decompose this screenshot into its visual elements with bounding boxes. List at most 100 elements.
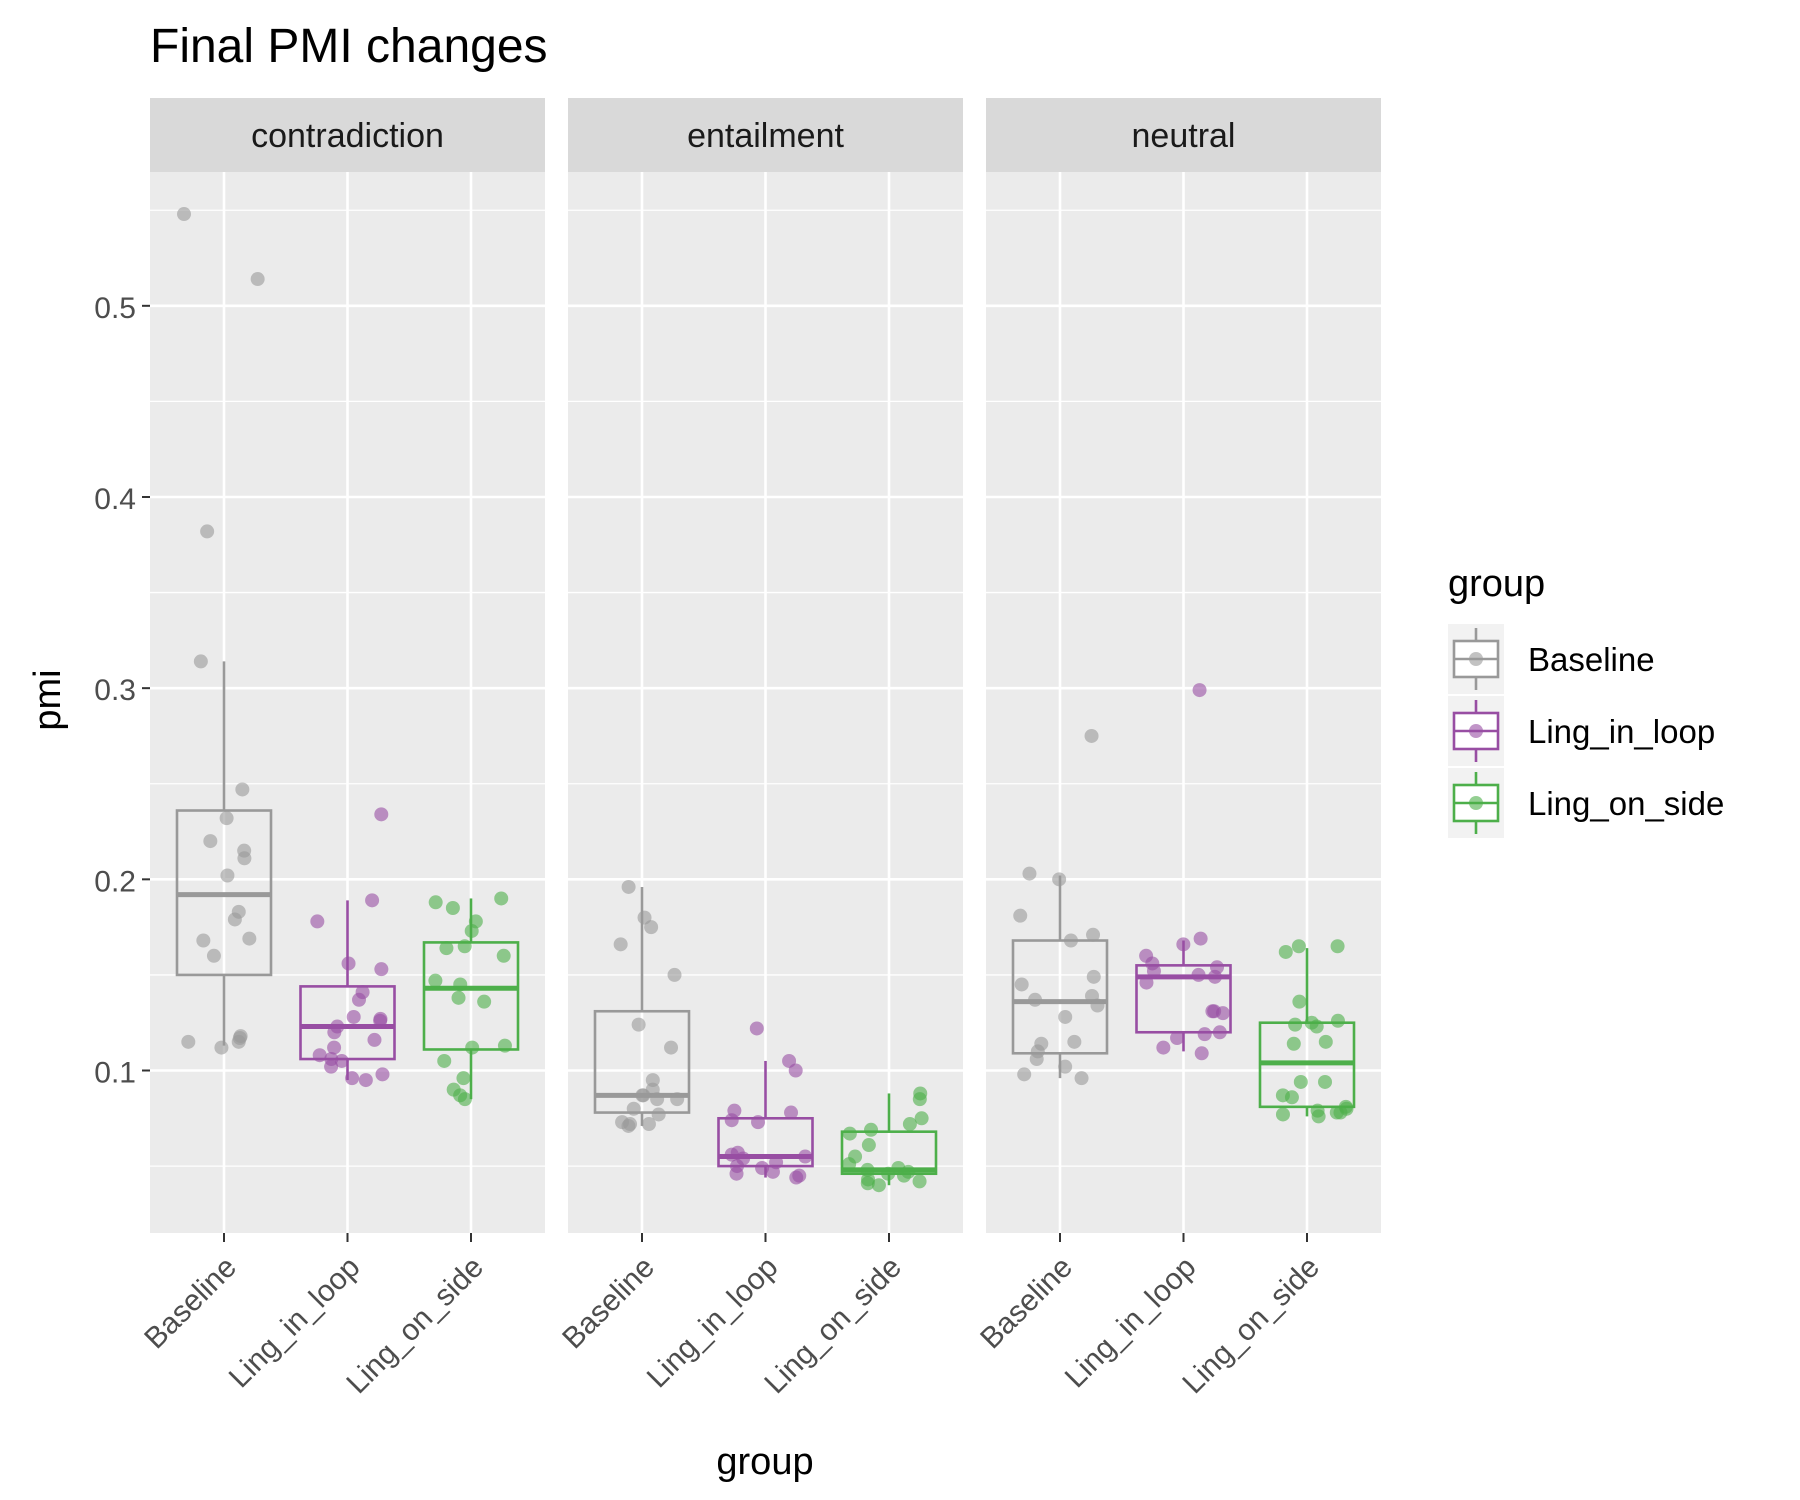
data-point	[177, 207, 192, 222]
data-point	[374, 807, 389, 822]
data-point	[375, 1067, 390, 1082]
data-point	[206, 948, 221, 963]
legend-entry-Ling_in_loop: Ling_in_loop	[1448, 696, 1715, 766]
data-point	[755, 1161, 770, 1176]
data-point	[327, 1040, 342, 1055]
data-point	[1330, 1013, 1345, 1028]
data-point	[464, 923, 479, 938]
boxplot-Baseline	[1011, 728, 1109, 1086]
boxplot-Ling_on_side	[840, 1086, 938, 1193]
data-point	[765, 1164, 780, 1179]
data-point	[1278, 944, 1293, 959]
box-iqr	[593, 1009, 691, 1114]
data-point	[250, 272, 265, 287]
x-tick-label: Baseline	[138, 1251, 243, 1356]
y-tick-label: 0.3	[94, 674, 136, 707]
data-point	[881, 1166, 896, 1181]
data-point	[1156, 1040, 1171, 1055]
data-point	[1176, 937, 1191, 952]
data-point	[1090, 998, 1105, 1013]
data-point	[1293, 1074, 1308, 1089]
legend: group Baseline Ling_in_loop Ling_on_side	[1448, 563, 1724, 838]
data-point	[1205, 1004, 1220, 1019]
data-point	[912, 1092, 927, 1107]
chart-title: Final PMI changes	[150, 20, 548, 73]
data-point	[724, 1147, 739, 1162]
legend-title: group	[1448, 563, 1545, 605]
data-point	[231, 1034, 246, 1049]
data-point	[1330, 939, 1345, 954]
y-axis-label: pmi	[27, 669, 69, 730]
data-point	[1014, 977, 1029, 992]
data-point	[1058, 1059, 1073, 1074]
data-point	[373, 1013, 388, 1028]
data-point	[345, 1071, 360, 1086]
data-point	[1284, 1090, 1299, 1105]
y-tick-label: 0.2	[94, 865, 136, 898]
legend-entry-label: Ling_in_loop	[1528, 713, 1715, 750]
data-point	[667, 967, 682, 982]
data-point	[729, 1166, 744, 1181]
data-point	[1013, 908, 1028, 923]
data-point	[842, 1157, 857, 1172]
data-point	[456, 1071, 471, 1086]
data-point	[203, 834, 218, 849]
data-point	[227, 912, 242, 927]
data-point	[1028, 992, 1043, 1007]
data-point	[1318, 1034, 1333, 1049]
data-point	[341, 956, 356, 971]
boxplot-Ling_in_loop	[299, 807, 396, 1088]
data-point	[1074, 1071, 1089, 1086]
data-point	[631, 1017, 646, 1032]
data-point	[193, 654, 208, 669]
data-point	[641, 1117, 656, 1132]
data-point	[310, 914, 325, 929]
legend-key-point	[1469, 724, 1483, 738]
data-point	[374, 962, 389, 977]
data-point	[439, 941, 454, 956]
data-point	[497, 1038, 512, 1053]
data-point	[237, 851, 252, 866]
data-point	[1029, 1052, 1044, 1067]
facet-strip-label: contradiction	[251, 117, 444, 155]
data-point	[650, 1092, 665, 1107]
data-point	[352, 992, 367, 1007]
boxplot-Ling_on_side	[422, 891, 520, 1107]
data-point	[235, 782, 250, 797]
data-point	[751, 1115, 766, 1130]
data-point	[635, 1088, 650, 1103]
data-point	[428, 973, 443, 988]
box-iqr	[1011, 939, 1109, 1055]
boxplot-Ling_in_loop	[1135, 683, 1232, 1061]
boxplot-Ling_in_loop	[717, 1021, 814, 1185]
data-point	[327, 1025, 342, 1040]
data-point	[1197, 1027, 1212, 1042]
data-point	[1207, 969, 1222, 984]
data-point	[1146, 964, 1161, 979]
data-point	[220, 868, 235, 883]
data-point	[1292, 994, 1307, 1009]
facet-strip	[150, 98, 545, 172]
data-point	[914, 1111, 929, 1126]
facet-panel-contradiction: contradictionBaselineLing_in_loopLing_on…	[138, 98, 545, 1400]
data-point	[1215, 1006, 1230, 1021]
data-point	[1191, 967, 1206, 982]
data-point	[1086, 927, 1101, 942]
data-point	[1052, 872, 1067, 887]
data-point	[1275, 1107, 1290, 1122]
boxplot-Baseline	[593, 879, 691, 1133]
data-point	[860, 1176, 875, 1191]
legend-entry-Ling_on_side: Ling_on_side	[1448, 768, 1724, 838]
data-point	[1170, 1031, 1185, 1046]
x-tick-label: Baseline	[974, 1251, 1079, 1356]
data-point	[670, 1092, 685, 1107]
legend-entries: Baseline Ling_in_loop Ling_on_side	[1448, 624, 1724, 838]
facet-strip-label: neutral	[1132, 117, 1236, 155]
data-point	[181, 1034, 196, 1049]
data-point	[219, 811, 234, 826]
data-point	[788, 1063, 803, 1078]
data-point	[626, 1101, 641, 1116]
data-point	[1022, 866, 1037, 881]
facet-panel-entailment: entailmentBaselineLing_in_loopLing_on_si…	[556, 98, 963, 1400]
